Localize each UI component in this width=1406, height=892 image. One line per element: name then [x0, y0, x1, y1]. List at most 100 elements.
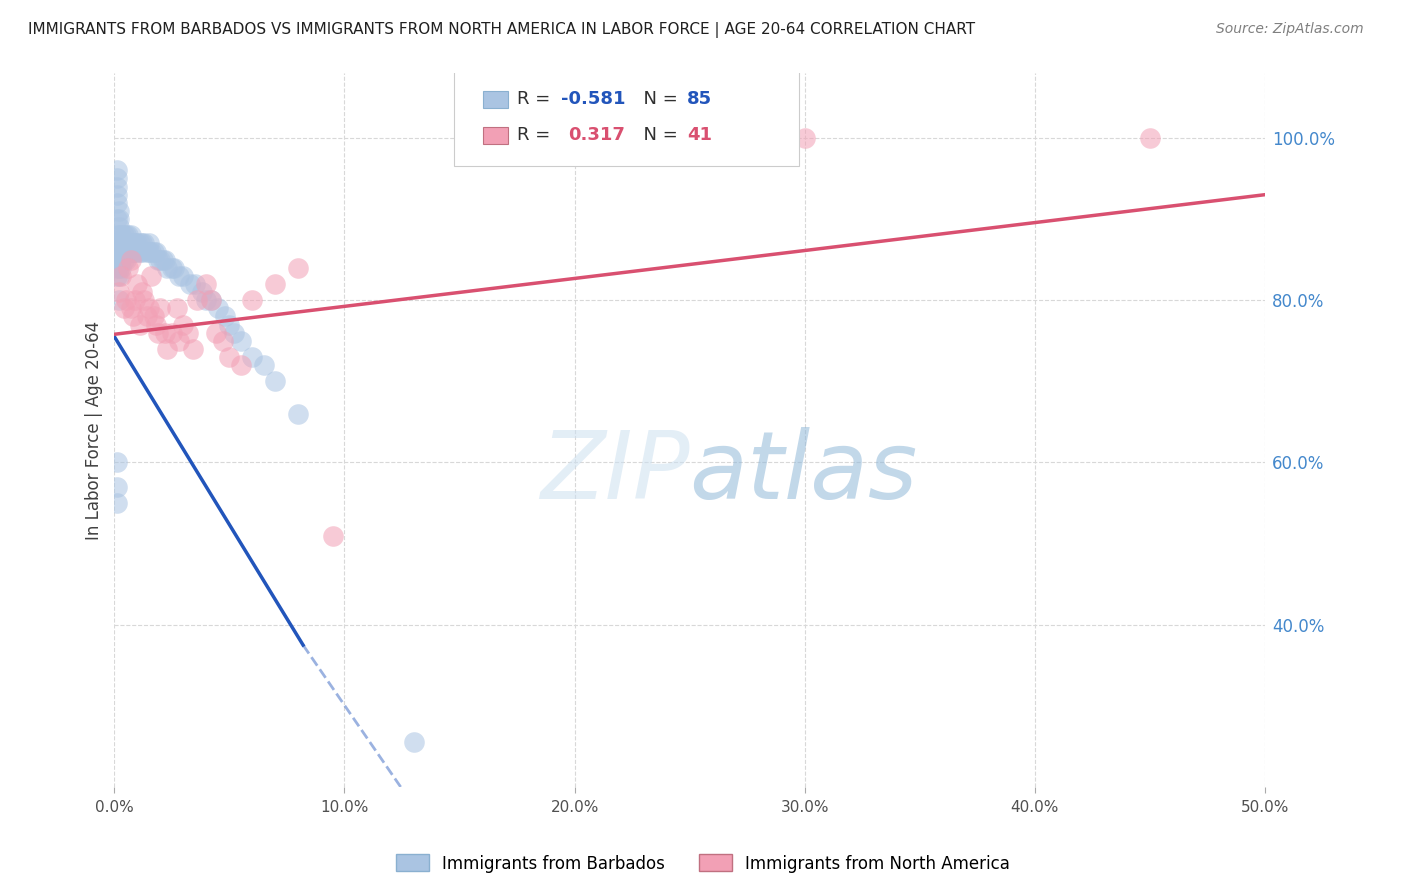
Point [142, 244, 165, 259]
Point [120, 252, 142, 267]
Point [200, 293, 222, 308]
Point [793, 131, 815, 145]
Point [105, 252, 128, 267]
Point [156, 342, 179, 356]
Point [128, 244, 150, 259]
Point [127, 236, 149, 251]
Point [214, 310, 236, 324]
Point [172, 318, 194, 332]
Point [145, 244, 167, 259]
Point [105, 480, 128, 494]
Point [134, 236, 156, 251]
Point [112, 228, 135, 243]
Text: 41: 41 [688, 126, 713, 145]
Point [322, 528, 344, 542]
Point [112, 252, 135, 267]
Point [121, 236, 143, 251]
Point [222, 326, 245, 340]
Point [134, 293, 156, 308]
Point [163, 260, 186, 275]
Text: IMMIGRANTS FROM BARBADOS VS IMMIGRANTS FROM NORTH AMERICA IN LABOR FORCE | AGE 2: IMMIGRANTS FROM BARBADOS VS IMMIGRANTS F… [28, 22, 976, 38]
Point [108, 220, 131, 235]
Point [117, 244, 139, 259]
Point [128, 318, 150, 332]
Point [264, 277, 287, 291]
Point [229, 334, 252, 348]
Point [105, 496, 128, 510]
Point [166, 301, 188, 316]
Point [181, 342, 204, 356]
Point [120, 228, 142, 243]
Point [177, 326, 200, 340]
Point [120, 301, 142, 316]
Point [112, 244, 135, 259]
Text: atlas: atlas [689, 427, 918, 518]
Text: N =: N = [633, 90, 683, 109]
Point [138, 236, 160, 251]
Text: Source: ZipAtlas.com: Source: ZipAtlas.com [1216, 22, 1364, 37]
Point [146, 326, 169, 340]
Point [131, 244, 153, 259]
Point [204, 326, 226, 340]
Point [200, 293, 222, 308]
Point [402, 735, 425, 749]
Point [105, 195, 128, 210]
Point [110, 228, 132, 243]
Point [124, 244, 146, 259]
Point [153, 326, 176, 340]
Point [287, 260, 309, 275]
Point [121, 244, 143, 259]
Point [149, 301, 172, 316]
Point [105, 236, 128, 251]
Point [195, 293, 218, 308]
Point [124, 293, 146, 308]
Point [156, 260, 179, 275]
Point [229, 358, 252, 372]
Point [149, 252, 172, 267]
Point [184, 277, 207, 291]
Point [108, 244, 131, 259]
Point [146, 252, 169, 267]
Point [138, 244, 160, 259]
Point [105, 212, 128, 227]
Text: -0.581: -0.581 [561, 90, 626, 109]
Point [117, 228, 139, 243]
Point [142, 310, 165, 324]
Point [218, 350, 240, 364]
Point [242, 350, 264, 364]
Point [115, 236, 138, 251]
Point [115, 293, 138, 308]
Point [108, 293, 131, 308]
Point [108, 252, 131, 267]
Point [218, 318, 240, 332]
Point [105, 171, 128, 186]
Point [105, 163, 128, 178]
Point [112, 236, 135, 251]
Text: R =: R = [517, 90, 555, 109]
Point [167, 268, 190, 283]
Point [112, 301, 135, 316]
Point [105, 260, 128, 275]
Point [110, 268, 132, 283]
Point [211, 334, 233, 348]
Point [264, 375, 287, 389]
Point [117, 260, 139, 275]
Point [167, 334, 190, 348]
Point [253, 358, 276, 372]
Point [108, 285, 131, 299]
Point [124, 236, 146, 251]
Point [108, 228, 131, 243]
Point [135, 244, 157, 259]
Point [110, 244, 132, 259]
Point [105, 179, 128, 194]
Point [115, 228, 138, 243]
Point [160, 326, 183, 340]
Point [105, 455, 128, 469]
Point [153, 252, 176, 267]
Y-axis label: In Labor Force | Age 20-64: In Labor Force | Age 20-64 [86, 320, 103, 540]
Point [141, 268, 163, 283]
Point [141, 244, 163, 259]
Legend: Immigrants from Barbados, Immigrants from North America: Immigrants from Barbados, Immigrants fro… [389, 847, 1017, 880]
Point [172, 268, 194, 283]
Text: N =: N = [633, 126, 683, 145]
